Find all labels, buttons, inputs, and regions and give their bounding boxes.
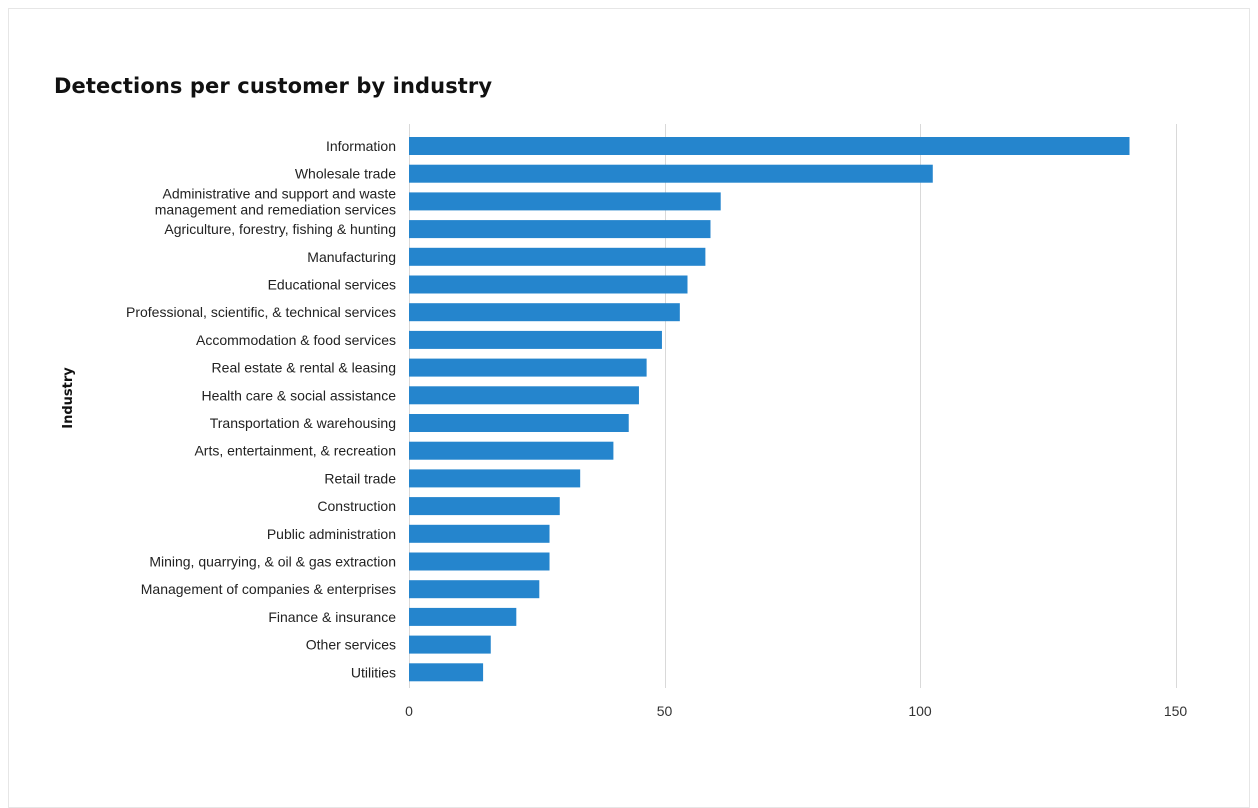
category-label: Information (326, 138, 396, 154)
category-label: Real estate & rental & leasing (212, 360, 396, 376)
y-axis-label: Industry (61, 367, 76, 429)
category-label: Transportation & warehousing (210, 415, 396, 431)
bar (409, 303, 680, 322)
bar (409, 220, 711, 239)
category-label: Health care & social assistance (201, 387, 396, 403)
category-label: Wholesale trade (295, 166, 396, 182)
x-tick-label: 50 (657, 703, 673, 719)
bar (409, 330, 662, 349)
category-label: Administrative and support and waste mana… (155, 185, 396, 217)
category-label: Construction (317, 498, 396, 514)
bar (409, 386, 639, 405)
x-tick-labels: 0 50 100 150 (405, 703, 1187, 719)
x-tick-label: 0 (405, 703, 413, 719)
category-label: Professional, scientific, & technical se… (126, 304, 396, 320)
category-label: Public administration (267, 526, 396, 542)
bar (409, 469, 581, 488)
category-label: Educational services (268, 277, 396, 293)
category-label: Other services (306, 637, 396, 653)
bar (409, 552, 550, 571)
bar-chart: Information Wholesale trade Administrative… (61, 124, 1187, 719)
bar (409, 497, 560, 516)
x-tick-label: 150 (1164, 703, 1188, 719)
bar (409, 137, 1130, 155)
category-label: Finance & insurance (268, 609, 396, 625)
category-label: Utilities (351, 664, 396, 680)
category-label: Mining, quarrying, & oil & gas extractio… (149, 554, 396, 570)
category-label: Accommodation & food services (196, 332, 396, 348)
bar (409, 164, 933, 183)
bar (409, 192, 721, 211)
category-label: Arts, entertainment, & recreation (194, 443, 396, 459)
chart-title: Detections per customer by industry (54, 74, 493, 98)
x-tick-label: 100 (908, 703, 932, 719)
bar (409, 524, 550, 543)
bar (409, 663, 484, 682)
category-label: Management of companies & enterprises (141, 581, 396, 597)
bar (409, 635, 491, 654)
bar (409, 247, 706, 266)
bar (409, 580, 540, 599)
bar (409, 607, 517, 626)
bar (409, 441, 614, 460)
category-label: Retail trade (324, 470, 396, 486)
bar (409, 275, 688, 294)
category-labels: Information Wholesale trade Administrative… (126, 138, 396, 680)
category-label: Agriculture, forestry, fishing & hunting (164, 221, 396, 237)
gridlines (409, 124, 1177, 688)
category-label: Manufacturing (307, 249, 396, 265)
bar (409, 414, 629, 432)
bars (409, 137, 1130, 682)
bar (409, 358, 647, 377)
